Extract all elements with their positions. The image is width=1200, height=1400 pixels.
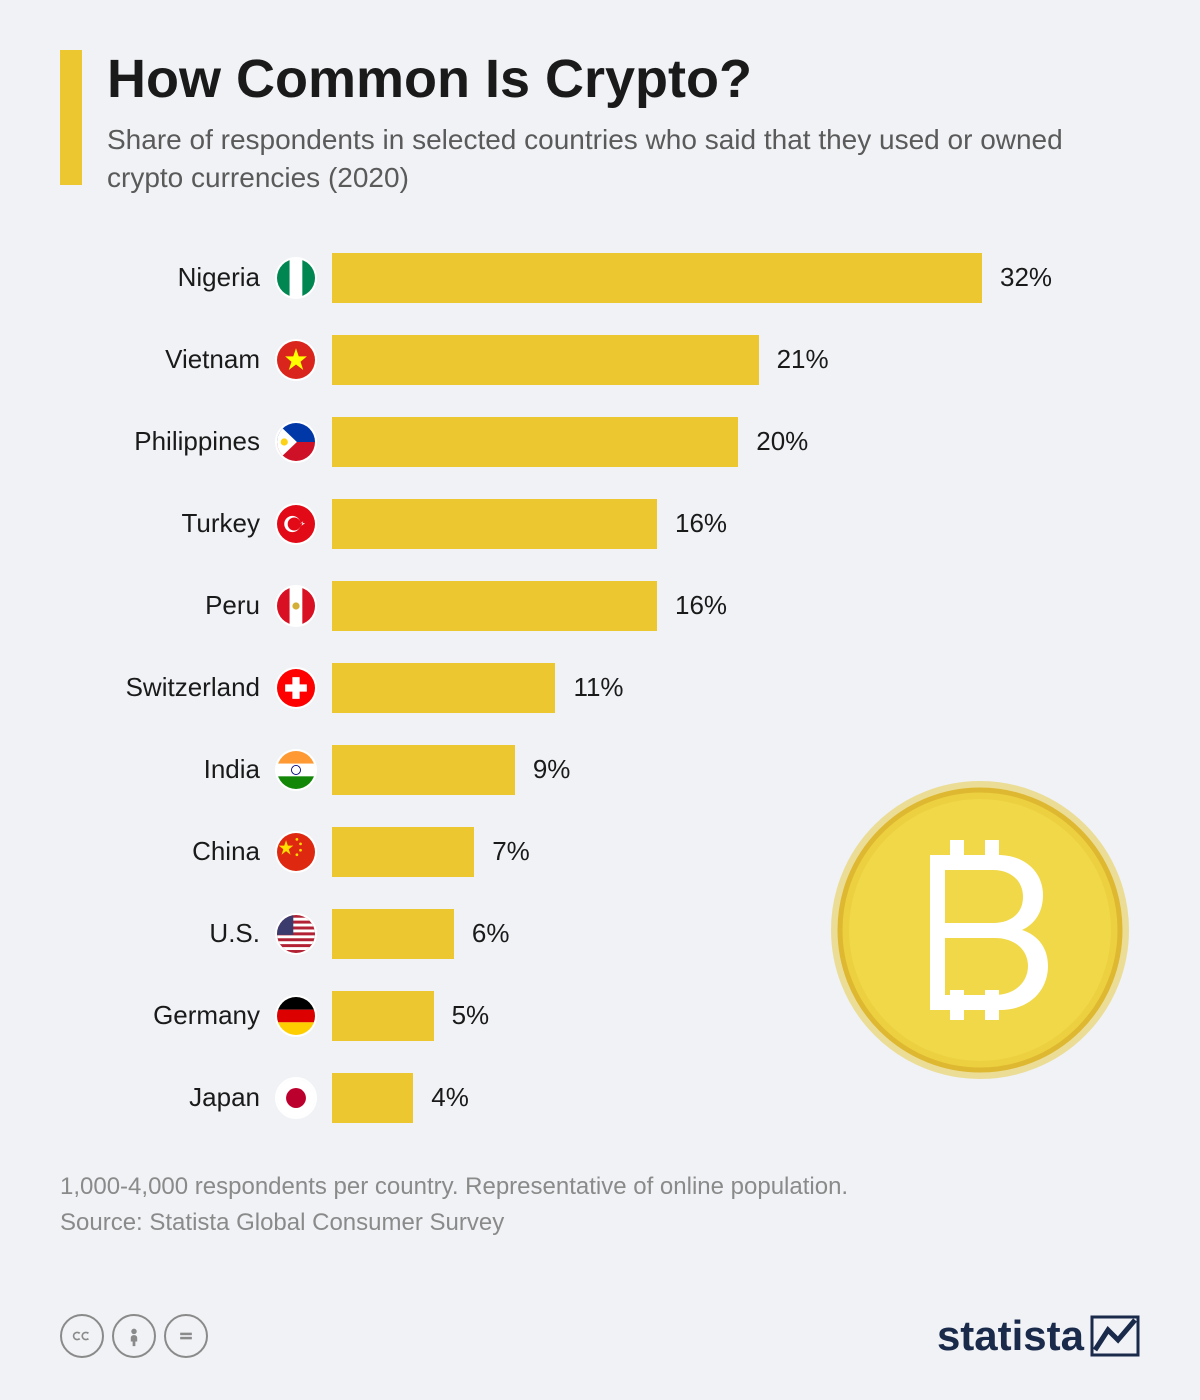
chart-header: How Common Is Crypto? Share of responden… [60, 50, 1140, 197]
bar [332, 253, 982, 303]
country-label: Philippines [95, 426, 275, 457]
country-label: Turkey [95, 508, 275, 539]
value-label: 9% [533, 754, 571, 785]
value-label: 16% [675, 508, 727, 539]
bar [332, 663, 555, 713]
bar [332, 991, 434, 1041]
bar-row: Nigeria 32% [95, 242, 1140, 314]
bar-container: 11% [332, 663, 1140, 713]
bar-container: 21% [332, 335, 1140, 385]
value-label: 20% [756, 426, 808, 457]
chart-footnote: 1,000-4,000 respondents per country. Rep… [60, 1169, 1140, 1241]
country-label: China [95, 836, 275, 867]
bitcoin-icon [830, 780, 1130, 1080]
country-label: U.S. [95, 918, 275, 949]
bar [332, 335, 759, 385]
bar [332, 909, 454, 959]
bar-container: 16% [332, 499, 1140, 549]
brand-text: statista [937, 1312, 1084, 1360]
country-label: Peru [95, 590, 275, 621]
nd-icon [164, 1314, 208, 1358]
country-label: Germany [95, 1000, 275, 1031]
country-label: Vietnam [95, 344, 275, 375]
bar [332, 417, 738, 467]
value-label: 32% [1000, 262, 1052, 293]
bar-container: 20% [332, 417, 1140, 467]
bar-row: Peru 16% [95, 570, 1140, 642]
license-icons [60, 1314, 208, 1358]
header-text: How Common Is Crypto? Share of responden… [107, 50, 1140, 197]
value-label: 21% [777, 344, 829, 375]
value-label: 4% [431, 1082, 469, 1113]
footnote-line-1: 1,000-4,000 respondents per country. Rep… [60, 1169, 1140, 1205]
flag-vietnam-icon [275, 339, 317, 381]
country-label: Switzerland [95, 672, 275, 703]
flag-nigeria-icon [275, 257, 317, 299]
bar-container: 32% [332, 253, 1140, 303]
flag-peru-icon [275, 585, 317, 627]
country-label: India [95, 754, 275, 785]
flag-japan-icon [275, 1077, 317, 1119]
bar [332, 499, 657, 549]
flag-switzerland-icon [275, 667, 317, 709]
bar [332, 1073, 413, 1123]
flag-india-icon [275, 749, 317, 791]
by-icon [112, 1314, 156, 1358]
cc-icon [60, 1314, 104, 1358]
bar-row: Turkey 16% [95, 488, 1140, 560]
value-label: 7% [492, 836, 530, 867]
country-label: Japan [95, 1082, 275, 1113]
chart-title: How Common Is Crypto? [107, 50, 1140, 109]
footer: statista [60, 1312, 1140, 1360]
bar-container: 4% [332, 1073, 1140, 1123]
bar [332, 745, 515, 795]
value-label: 11% [573, 672, 623, 703]
bar [332, 827, 474, 877]
chart-subtitle: Share of respondents in selected countri… [107, 121, 1140, 197]
country-label: Nigeria [95, 262, 275, 293]
value-label: 16% [675, 590, 727, 621]
flag-philippines-icon [275, 421, 317, 463]
bar-container: 16% [332, 581, 1140, 631]
value-label: 5% [452, 1000, 490, 1031]
bar-row: Philippines 20% [95, 406, 1140, 478]
statista-logo: statista [937, 1312, 1140, 1360]
flag-turkey-icon [275, 503, 317, 545]
bar-row: Switzerland 11% [95, 652, 1140, 724]
flag-china-icon [275, 831, 317, 873]
flag-us-icon [275, 913, 317, 955]
bar [332, 581, 657, 631]
accent-bar [60, 50, 82, 185]
footnote-line-2: Source: Statista Global Consumer Survey [60, 1205, 1140, 1241]
bar-row: Vietnam 21% [95, 324, 1140, 396]
value-label: 6% [472, 918, 510, 949]
flag-germany-icon [275, 995, 317, 1037]
